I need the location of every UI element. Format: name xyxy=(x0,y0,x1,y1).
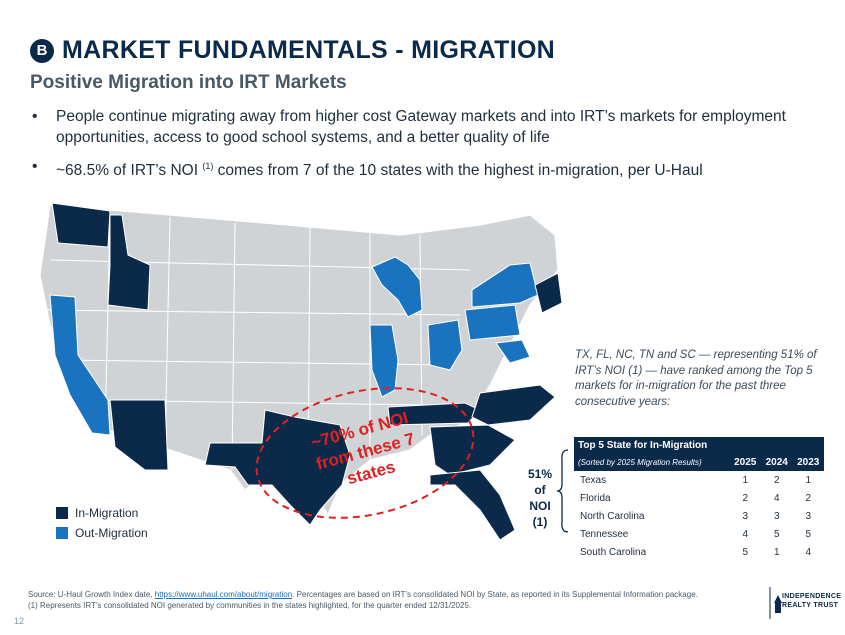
row-2023: 5 xyxy=(805,528,812,540)
logo-line-1: INDEPENDENCE xyxy=(782,593,842,600)
top-states-table: Top 5 State for In-Migration (Sorted by … xyxy=(574,437,824,561)
row-2023: 1 xyxy=(805,474,812,486)
row-2023: 3 xyxy=(805,510,812,522)
row-2024: 4 xyxy=(773,492,780,504)
map-legend: In-Migration Out-Migration xyxy=(56,506,148,546)
footer-notes: Source: U-Haul Growth Index date, https:… xyxy=(28,589,748,611)
row-2024: 5 xyxy=(773,528,780,540)
page-number: 12 xyxy=(14,616,25,626)
state-washington xyxy=(51,202,111,248)
page-header: B MARKET FUNDAMENTALS - MIGRATION xyxy=(30,36,555,65)
row-2025: 5 xyxy=(742,546,749,558)
row-2024: 2 xyxy=(773,474,780,486)
table-row: Florida 2 4 2 xyxy=(574,489,824,507)
company-logo-icon xyxy=(769,587,782,619)
row-state: Florida xyxy=(580,492,611,504)
legend-swatch-out xyxy=(56,527,68,539)
row-2023: 2 xyxy=(805,492,812,504)
page-subtitle: Positive Migration into IRT Markets xyxy=(30,72,347,93)
table-row: Texas 1 2 1 xyxy=(574,471,824,489)
row-state: Texas xyxy=(580,474,607,486)
footnote-ref: (1) xyxy=(202,161,214,171)
state-pennsylvania xyxy=(464,304,521,341)
row-2025: 2 xyxy=(742,492,749,504)
row-state: North Carolina xyxy=(580,510,645,522)
table-subtitle: (Sorted by 2025 Migration Results) xyxy=(574,454,730,471)
state-california xyxy=(49,294,111,436)
brace-icon xyxy=(556,449,569,533)
legend-out-migration: Out-Migration xyxy=(56,526,148,540)
row-2025: 4 xyxy=(742,528,749,540)
row-state: Tennessee xyxy=(580,528,629,540)
state-florida xyxy=(429,469,516,541)
bullet-item-1: People continue migrating away from high… xyxy=(30,106,820,148)
legend-label-in: In-Migration xyxy=(75,506,139,520)
logo-line-2: REALTY TRUST xyxy=(782,602,839,609)
noi-share-noi: NOI (1) xyxy=(529,499,551,529)
page-title: MARKET FUNDAMENTALS - MIGRATION xyxy=(62,36,556,64)
source-link[interactable]: https://www.uhaul.com/about/migration xyxy=(154,590,293,599)
row-state: South Carolina xyxy=(580,546,647,558)
row-2023: 4 xyxy=(805,546,812,558)
section-badge: B xyxy=(30,38,54,63)
col-2023: 2023 xyxy=(792,454,824,471)
bullet-item-2: ~68.5% of IRT’s NOI (1) comes from 7 of … xyxy=(30,156,820,181)
state-new-jersey-maryland xyxy=(495,339,531,364)
legend-in-migration: In-Migration xyxy=(56,506,148,520)
legend-swatch-in xyxy=(56,507,68,519)
state-arizona xyxy=(109,399,169,471)
state-texas xyxy=(204,409,351,526)
bullet-list: People continue migrating away from high… xyxy=(30,106,820,189)
table-row: Tennessee 4 5 5 xyxy=(574,525,824,543)
table-row: South Carolina 5 1 4 xyxy=(574,543,824,561)
bullet-2-text-b: comes from 7 of the 10 states with the h… xyxy=(217,162,703,180)
bullet-2-text-a: ~68.5% of IRT’s NOI xyxy=(56,162,199,180)
legend-label-out: Out-Migration xyxy=(75,526,148,540)
row-2025: 3 xyxy=(742,510,749,522)
source-text-a: Source: U-Haul Growth Index date, xyxy=(28,590,153,599)
noi-share-of: of xyxy=(534,483,546,497)
state-new-england xyxy=(534,272,563,314)
row-2025: 1 xyxy=(742,474,749,486)
row-2024: 1 xyxy=(773,546,780,558)
state-michigan xyxy=(371,256,423,318)
us-migration-map: ~70% of NOI from these 7 states xyxy=(39,202,563,541)
noi-share-label: 51% of NOI (1) xyxy=(523,466,557,530)
row-2024: 3 xyxy=(773,510,780,522)
table-row: North Carolina 3 3 3 xyxy=(574,507,824,525)
state-ohio xyxy=(427,319,463,371)
col-2025: 2025 xyxy=(729,454,761,471)
state-north-carolina xyxy=(471,384,556,426)
table-title: Top 5 State for In-Migration xyxy=(574,437,824,454)
state-illinois xyxy=(369,324,399,398)
state-georgia-sc xyxy=(429,424,516,476)
company-logo-text: INDEPENDENCE REALTY TRUST xyxy=(782,592,841,610)
col-2024: 2024 xyxy=(761,454,793,471)
footnote-line: (1) Represents IRT’s consolidated NOI ge… xyxy=(28,601,472,610)
callout-text: TX, FL, NC, TN and SC — representing 51%… xyxy=(575,349,817,408)
noi-share-pct: 51% xyxy=(527,467,553,481)
source-line: Source: U-Haul Growth Index date, https:… xyxy=(28,589,748,600)
source-text-b: . Percentages are based on IRT’s consoli… xyxy=(292,590,698,599)
state-idaho xyxy=(107,214,151,311)
